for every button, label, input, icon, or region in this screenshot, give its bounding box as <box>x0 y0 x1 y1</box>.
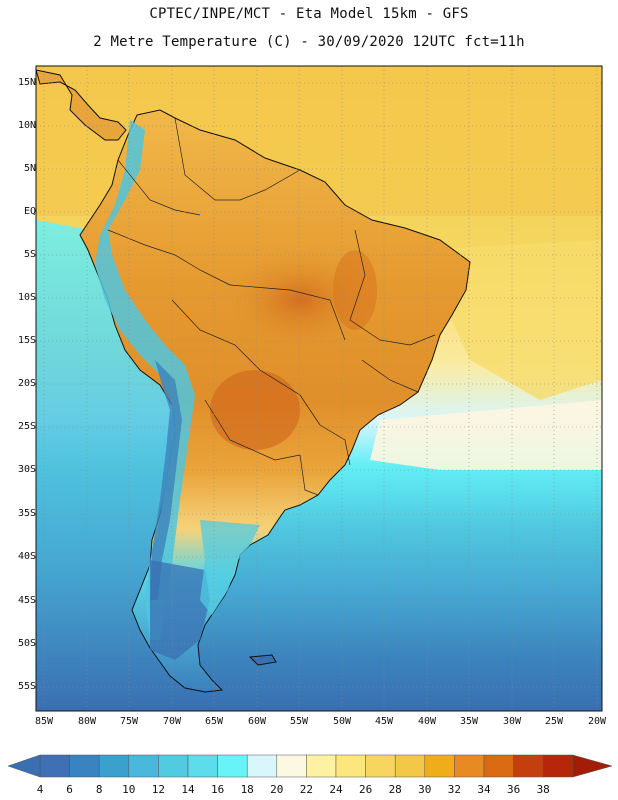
lon-label: 40W <box>417 716 437 727</box>
colorbar-label: 18 <box>240 783 254 796</box>
colorbar-swatch <box>98 754 130 778</box>
colorbar-label: 38 <box>536 783 550 796</box>
colorbar-swatch <box>158 754 189 778</box>
colorbar-label: 30 <box>418 783 432 796</box>
lat-label: 50S <box>17 638 36 649</box>
lon-label: 85W <box>34 716 54 727</box>
colorbar-label: 20 <box>270 783 284 796</box>
lat-label: 20S <box>17 378 36 389</box>
colorbar-label: 32 <box>447 783 462 796</box>
central-america-landmass <box>35 69 127 141</box>
lon-label: 75W <box>119 716 139 727</box>
colorbar-swatch <box>454 754 485 778</box>
lon-label: 50W <box>332 716 352 727</box>
colorbar-label: 26 <box>358 783 373 796</box>
lat-label: 5N <box>23 163 36 174</box>
falkland-islands <box>248 654 277 666</box>
lat-label: 35S <box>17 508 36 519</box>
lon-label: 60W <box>247 716 267 727</box>
lat-label: 55S <box>17 681 36 692</box>
lat-label: 5S <box>23 249 36 260</box>
lat-label: EQ <box>23 206 36 217</box>
colorbar-swatch <box>513 754 544 778</box>
colorbar-label: 12 <box>151 783 166 796</box>
lat-label: 15N <box>17 77 36 88</box>
colorbar-label: 4 <box>36 783 44 796</box>
country-borders <box>107 117 436 496</box>
lon-label: 65W <box>204 716 224 727</box>
lon-label: 30W <box>502 716 522 727</box>
colorbar-label: 34 <box>477 783 491 796</box>
colorbar-min-arrow <box>7 754 41 778</box>
lon-label: 45W <box>374 716 394 727</box>
colorbar-label: 10 <box>122 783 136 796</box>
colorbar-label: 28 <box>388 783 402 796</box>
colorbar-label: 16 <box>210 783 225 796</box>
colorbar-swatch <box>69 754 100 778</box>
lon-label: 70W <box>162 716 182 727</box>
lon-label: 55W <box>289 716 309 727</box>
colorbar-swatch <box>276 754 307 778</box>
colorbar <box>7 754 613 778</box>
colorbar-swatch <box>217 754 248 778</box>
colorbar-max-arrow <box>572 754 613 778</box>
colorbar-label: 24 <box>329 783 343 796</box>
map-frame <box>35 65 603 712</box>
colorbar-label: 36 <box>506 783 521 796</box>
lon-label: 25W <box>544 716 564 727</box>
map-title: CPTEC/INPE/MCT - Eta Model 15km - GFS <box>149 6 469 22</box>
lat-label: 25S <box>17 421 36 432</box>
colorbar-swatch <box>306 754 337 778</box>
lat-label: 10S <box>17 292 36 303</box>
colorbar-swatch <box>483 754 514 778</box>
lat-label: 45S <box>17 595 36 606</box>
colorbar-swatch <box>335 754 366 778</box>
colorbar-swatch <box>187 754 218 778</box>
lon-label: 20W <box>587 716 607 727</box>
colorbar-swatch <box>128 754 159 778</box>
colorbar-label: 8 <box>95 783 103 796</box>
hot-core-chaco <box>210 370 300 450</box>
lat-label: 40S <box>17 551 36 562</box>
colorbar-label: 6 <box>66 783 73 796</box>
colorbar-label: 14 <box>181 783 195 796</box>
colorbar-swatch <box>246 754 278 778</box>
lat-label: 10N <box>17 120 36 131</box>
colorbar-swatch <box>394 754 426 778</box>
lat-label: 15S <box>17 335 36 346</box>
colorbar-label: 22 <box>299 783 314 796</box>
lon-label: 35W <box>459 716 479 727</box>
colorbar-swatch <box>365 754 396 778</box>
map-subtitle: 2 Metre Temperature (C) - 30/09/2020 12U… <box>93 34 525 50</box>
lat-label: 30S <box>17 464 36 475</box>
colorbar-swatch <box>424 754 455 778</box>
colorbar-swatch <box>542 754 574 778</box>
colorbar-swatch <box>39 754 70 778</box>
lon-label: 80W <box>77 716 97 727</box>
